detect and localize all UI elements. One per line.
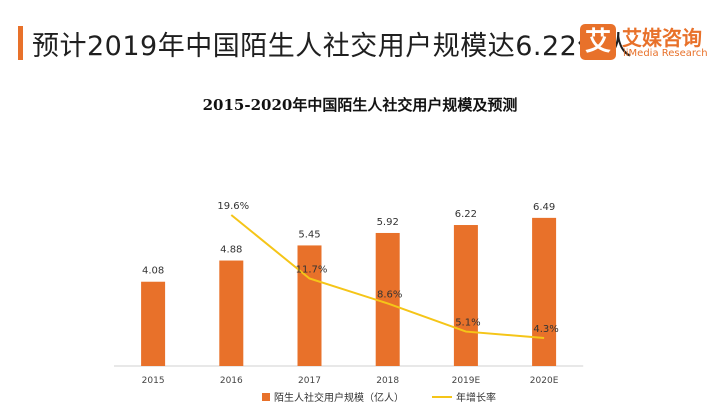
- x-tick-label: 2015: [142, 376, 165, 386]
- page-title: 预计2019年中国陌生人社交用户规模达6.22亿人: [32, 31, 633, 62]
- chart-title: 2015-2020年中国陌生人社交用户规模及预测: [202, 96, 518, 114]
- growth-rate-label: 4.3%: [533, 324, 558, 335]
- growth-rate-label: 5.1%: [455, 318, 480, 329]
- legend-line-label: 年增长率: [456, 391, 496, 404]
- growth-rate-label: 11.7%: [296, 265, 328, 276]
- x-tick-label: 2019E: [452, 376, 481, 386]
- bar-value-label: 6.49: [533, 202, 555, 213]
- logo-text-en: iiMedia Research: [623, 48, 708, 59]
- bar: [297, 245, 322, 366]
- title-accent-bar: [18, 26, 23, 60]
- growth-rate-line: [230, 214, 545, 339]
- legend-bar-label: 陌生人社交用户规模（亿人）: [274, 391, 404, 404]
- iimedia-logo: 艾 艾媒咨询 iiMedia Research: [580, 22, 710, 66]
- legend-bar-swatch: [262, 393, 270, 401]
- bar: [532, 217, 557, 366]
- x-tick-label: 2017: [298, 376, 321, 386]
- growth-rate-label: 8.6%: [377, 289, 402, 300]
- bar: [219, 260, 244, 366]
- bar: [375, 232, 400, 366]
- growth-rate-label: 19.6%: [217, 201, 249, 212]
- bar: [453, 225, 478, 366]
- logo-text-cn: 艾媒咨询: [622, 26, 702, 50]
- bar-value-label: 6.22: [455, 209, 477, 220]
- x-tick-label: 2020E: [530, 376, 559, 386]
- x-tick-label: 2018: [376, 376, 399, 386]
- bar: [141, 281, 166, 366]
- bar-value-label: 4.08: [142, 266, 164, 277]
- logo-mark-icon: 艾: [580, 24, 616, 60]
- bar-value-label: 4.88: [220, 245, 242, 256]
- x-tick-label: 2016: [220, 376, 243, 386]
- bar-value-label: 5.45: [298, 229, 320, 240]
- bar-value-label: 5.92: [377, 217, 399, 228]
